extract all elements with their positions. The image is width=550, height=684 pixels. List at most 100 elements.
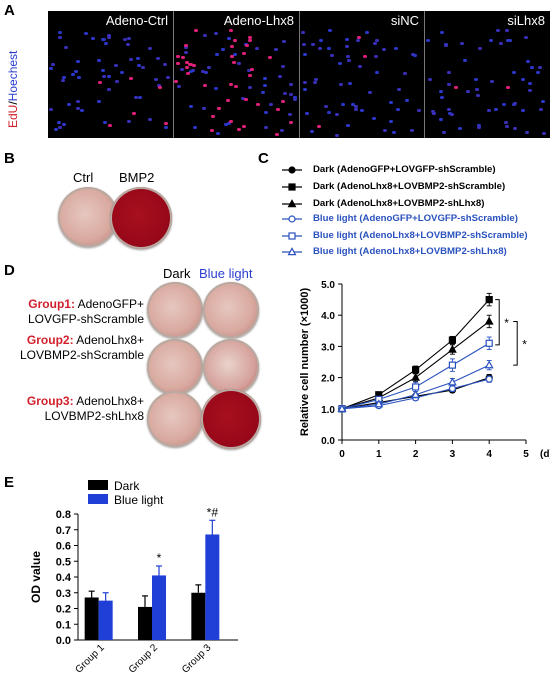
nucleus-blue: [177, 85, 182, 89]
nucleus-blue: [521, 109, 526, 113]
nucleus-blue: [100, 38, 105, 42]
nucleus-blue: [263, 84, 268, 88]
nucleus-blue: [57, 121, 62, 125]
bar: [205, 534, 220, 640]
nucleus-edu: [229, 119, 234, 123]
nucleus-blue: [147, 117, 152, 121]
nucleus-blue: [84, 32, 89, 36]
nucleus-blue: [164, 126, 169, 130]
nucleus-blue: [365, 30, 370, 34]
nucleus-blue: [214, 87, 219, 91]
nucleus-blue: [215, 131, 220, 135]
nucleus-blue: [287, 113, 292, 117]
nucleus-blue: [345, 38, 350, 42]
nucleus-blue: [104, 42, 109, 46]
nucleus-edu: [229, 29, 234, 33]
nucleus-edu: [164, 122, 169, 126]
nucleus-edu: [216, 106, 221, 110]
nucleus-edu: [317, 124, 322, 128]
nucleus-blue: [463, 59, 468, 63]
nucleus-edu: [186, 72, 191, 76]
nucleus-blue: [49, 108, 53, 112]
nucleus-blue: [188, 69, 193, 73]
nucleus-blue: [189, 105, 194, 109]
nucleus-blue: [280, 65, 285, 69]
x-tick-label: Group 1: [73, 642, 107, 676]
x-tick-label: 5: [523, 449, 529, 460]
group2-name: Group2:: [26, 333, 74, 347]
nucleus-blue: [80, 109, 85, 113]
nucleus-blue: [347, 58, 352, 62]
nucleus-blue: [335, 112, 340, 116]
nucleus-blue: [136, 57, 141, 60]
nucleus-blue: [227, 121, 232, 125]
nucleus-blue: [73, 70, 78, 74]
nucleus-blue: [106, 35, 111, 39]
nucleus-edu: [247, 35, 252, 39]
panel-c-legend-svg: [282, 166, 302, 256]
legend-marker: [288, 215, 296, 223]
dish-g1-dark: [147, 282, 203, 338]
nucleus-blue: [371, 117, 376, 121]
nucleus-edu: [267, 55, 272, 59]
nucleus-edu: [231, 61, 236, 65]
nucleus-blue: [375, 70, 380, 74]
nucleus-blue: [62, 75, 67, 79]
nucleus-blue: [388, 120, 393, 124]
nucleus-blue: [126, 43, 131, 47]
nucleus-blue: [345, 124, 350, 128]
nucleus-blue: [190, 68, 195, 72]
nucleus-blue: [443, 43, 448, 47]
panel-label-e: E: [4, 474, 15, 491]
ylabel-edu: EdU: [6, 104, 20, 128]
nucleus-edu: [233, 84, 238, 88]
dish-ctrl: [58, 187, 118, 247]
nucleus-blue: [439, 95, 444, 99]
panel-label-d: D: [4, 262, 15, 279]
legend-marker: [288, 232, 296, 240]
y-tick-label: 0.2: [56, 604, 71, 616]
sig-star-2: *: [522, 337, 527, 351]
nucleus-blue: [409, 128, 414, 132]
nucleus-blue: [289, 83, 294, 87]
x-tick-label: 3: [450, 449, 456, 460]
nucleus-blue: [102, 75, 107, 79]
nucleus-edu: [194, 29, 199, 33]
nucleus-blue: [292, 98, 297, 102]
bar: [98, 600, 113, 640]
nucleus-blue: [273, 47, 278, 51]
nucleus-blue: [292, 95, 297, 99]
y-tick-label: 0.8: [56, 509, 71, 521]
nucleus-blue: [326, 110, 331, 114]
nucleus-blue: [57, 31, 62, 35]
micrograph-silhx8: siLhx8: [425, 11, 550, 138]
nucleus-blue: [394, 46, 399, 50]
nucleus-blue: [76, 107, 81, 111]
nucleus-blue: [122, 38, 127, 42]
nucleus-blue: [48, 66, 53, 70]
nucleus-blue: [300, 30, 305, 34]
nucleus-blue: [337, 62, 342, 66]
nucleus-edu: [107, 124, 112, 128]
dish-g2-dark: [147, 339, 203, 395]
nucleus-blue: [541, 100, 546, 104]
panel-b-label-bmp2: BMP2: [119, 170, 155, 185]
nucleus-blue: [184, 51, 189, 55]
nucleus-blue: [220, 48, 225, 52]
y-tick-label: 0.4: [56, 572, 72, 584]
nucleus-blue: [448, 111, 453, 115]
legend-entry-6: Blue light (AdenoLhx8+LOVBMP2-shLhx8): [313, 246, 507, 257]
group1-label: Group1: AdenoGFP+ LOVGFP-shScramble: [6, 297, 144, 327]
nucleus-blue: [70, 73, 75, 77]
nucleus-edu: [175, 54, 180, 58]
y-tick-label: 5.0: [321, 280, 335, 291]
legend-entry-1: Dark (AdenoGFP+LOVGFP-shScramble): [313, 164, 496, 175]
nucleus-blue: [317, 46, 322, 50]
nucleus-edu: [191, 63, 196, 67]
y-tick-label: 1.0: [321, 405, 335, 416]
nucleus-blue: [61, 79, 66, 83]
y-tick-label: 0.7: [56, 525, 71, 537]
bar: [152, 575, 166, 640]
nucleus-blue: [233, 53, 238, 57]
group1-line2: LOVGFP-shScramble: [27, 312, 144, 326]
